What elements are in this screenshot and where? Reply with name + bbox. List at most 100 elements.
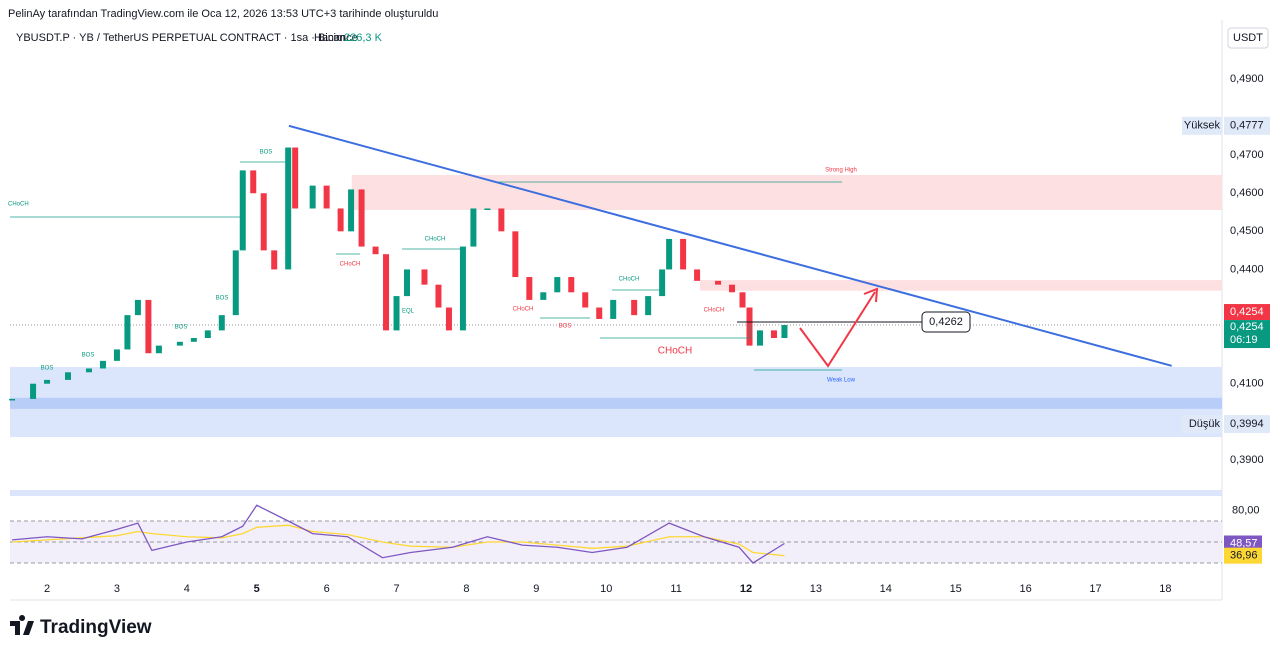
x-tick-label: 11 (670, 583, 681, 595)
high-box (1224, 116, 1270, 135)
annotation: Weak Low (827, 378, 856, 384)
rsi-badge (1224, 547, 1262, 564)
candle (30, 383, 37, 399)
candle (781, 325, 788, 338)
x-tick-label: 15 (950, 583, 962, 595)
x-tick-label: 8 (463, 583, 469, 595)
y-tick-label: 0,4900 (1230, 73, 1264, 85)
high-name-box (1182, 116, 1222, 135)
candle (309, 185, 316, 209)
candle (134, 299, 141, 316)
annotation: BOS (41, 366, 54, 372)
annotation: EQL (402, 309, 415, 315)
x-tick-label: 5 (254, 583, 260, 595)
arrow (799, 291, 876, 368)
mark-price-box (1224, 304, 1270, 321)
high-name: Yüksek (1184, 120, 1221, 132)
candle (404, 269, 411, 297)
rsi-badge-label: 36,96 (1230, 550, 1258, 562)
currency-box (1227, 27, 1269, 49)
candle (694, 269, 701, 281)
level-box (921, 311, 971, 333)
candle (44, 379, 51, 384)
candle (372, 246, 379, 255)
annotation: BOS (175, 325, 188, 331)
x-tick-label: 10 (600, 583, 612, 595)
candle (770, 330, 777, 338)
candle (218, 315, 225, 331)
annotation: BOS (82, 353, 95, 359)
candle (145, 299, 152, 354)
candle (271, 250, 278, 270)
x-tick-label: 14 (880, 583, 892, 595)
candle (9, 398, 16, 401)
low-box (1224, 415, 1270, 434)
last-price-box (1224, 320, 1270, 349)
candle (459, 246, 466, 331)
logo-mark (10, 615, 34, 635)
trendline (288, 124, 1172, 367)
y-tick-label: 0,4400 (1230, 263, 1264, 275)
candle (239, 170, 246, 251)
candle (484, 208, 491, 210)
countdown: 06:19 (1230, 334, 1258, 346)
candle (435, 284, 442, 308)
candle (421, 269, 428, 285)
candle (680, 238, 687, 270)
zone (699, 280, 1222, 291)
candle (358, 189, 365, 247)
x-tick-label: 6 (324, 583, 330, 595)
low-name: Düşük (1189, 418, 1221, 430)
annotation: CHoCH (425, 237, 446, 243)
candle (596, 307, 603, 319)
candle (659, 269, 666, 297)
candle (666, 238, 673, 270)
rsi-tick-label: 80,00 (1232, 504, 1260, 516)
candle (610, 299, 617, 319)
candle (285, 147, 292, 270)
candle (383, 254, 390, 331)
x-tick-label: 9 (533, 583, 539, 595)
level-label: 0,4262 (929, 316, 963, 328)
annotation: CHoCH (619, 277, 640, 283)
rsi-ma (12, 524, 785, 557)
candle (393, 296, 400, 331)
annotation: CHoCH (658, 346, 692, 357)
x-tick-label: 4 (184, 583, 190, 595)
annotation: CHoCH (340, 262, 361, 268)
candle (124, 315, 131, 350)
candle (250, 170, 257, 194)
x-tick-label: 13 (810, 583, 822, 595)
x-tick-label: 12 (740, 583, 752, 595)
rsi-badge-label: 48,57 (1230, 537, 1258, 549)
mark-price: 0,4254 (1230, 306, 1264, 318)
header: PelinAy tarafından TradingView.com ile O… (8, 8, 438, 20)
symbol: YBUSDT.P · YB / TetherUS PERPETUAL CONTR… (16, 32, 358, 44)
candle (645, 296, 652, 316)
candle (323, 185, 330, 209)
annotation: CHoCH (8, 202, 29, 208)
candle (65, 372, 72, 380)
logo: TradingView (10, 615, 152, 638)
low-name-box (1182, 415, 1222, 434)
candle (498, 208, 505, 232)
y-tick-label: 0,3900 (1230, 454, 1264, 466)
x-tick-label: 17 (1089, 583, 1101, 595)
candle (756, 330, 763, 346)
arrow-head (863, 287, 879, 303)
candle (292, 147, 299, 209)
currency: USDT (1233, 32, 1263, 44)
annotation: BOS (559, 324, 572, 330)
candle (155, 345, 162, 354)
candle (715, 280, 722, 285)
candle (176, 341, 183, 346)
annotation: CHoCH (513, 307, 534, 313)
candle (631, 299, 638, 316)
candle (445, 307, 452, 331)
y-tick-label: 0,4600 (1230, 187, 1264, 199)
logo-text: TradingView (40, 617, 152, 638)
rsi-line (12, 504, 785, 564)
candle (512, 231, 519, 278)
